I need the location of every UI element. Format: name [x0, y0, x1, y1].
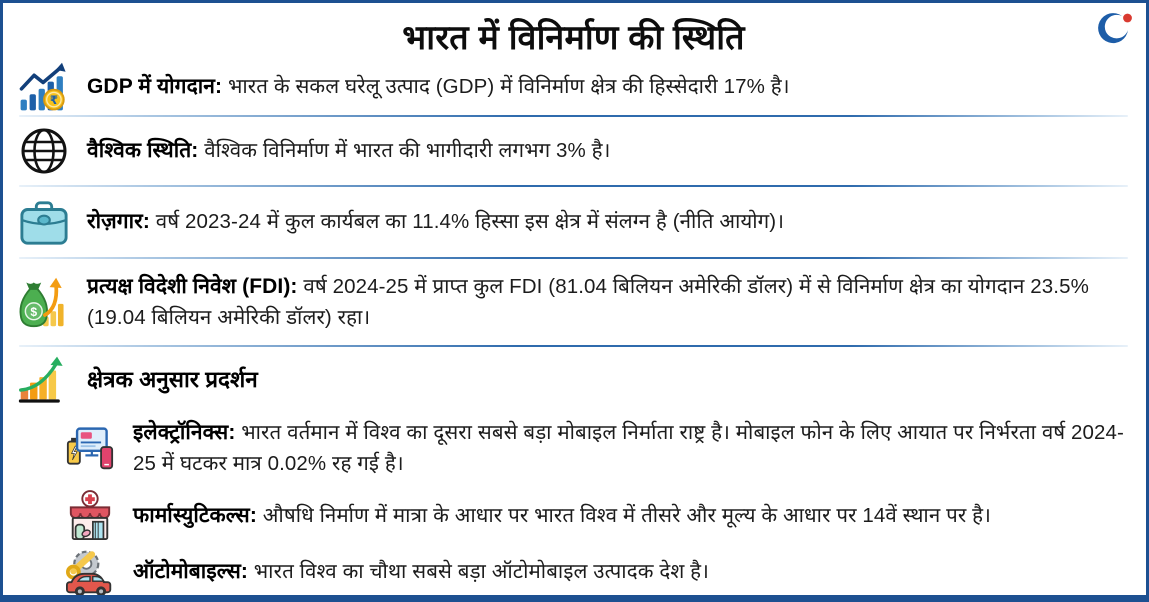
sector-body: भारत वर्तमान में विश्व का दूसरा सबसे बड़…	[133, 420, 1124, 475]
svg-text:$: $	[30, 305, 37, 319]
sector-body: औषधि निर्माण में मात्रा के आधार पर भारत …	[262, 503, 991, 527]
fact-body: वैश्विक विनिर्माण में भारत की भागीदारी ल…	[204, 139, 611, 163]
svg-text:₹: ₹	[50, 94, 58, 107]
fact-label: GDP में योगदान:	[87, 75, 223, 99]
section-heading: क्षेत्रक अनुसार प्रदर्शन	[87, 366, 258, 392]
electronics-devices-icon	[61, 423, 119, 473]
page-title: भारत में विनिर्माण की स्थिति	[402, 19, 745, 57]
sector-text-pharmaceuticals: फार्मास्युटिकल्स: औषधि निर्माण में मात्र…	[133, 500, 991, 532]
briefcase-icon	[15, 197, 73, 247]
sector-label: ऑटोमोबाइल्स:	[133, 559, 248, 583]
fact-label: प्रत्यक्ष विदेशी निवेश (FDI):	[87, 274, 298, 298]
pharmacy-store-icon	[61, 489, 119, 542]
fact-body: भारत के सकल घरेलू उत्पाद (GDP) में विनिर…	[227, 75, 790, 99]
separator-line	[19, 257, 1128, 259]
globe-icon	[15, 126, 73, 176]
gdp-growth-chart-icon: ₹	[15, 60, 73, 114]
fact-row-employment: रोज़गार: वर्ष 2023-24 में कुल कार्यबल का…	[15, 187, 1132, 257]
fact-row-global: वैश्विक स्थिति: वैश्विक विनिर्माण में भा…	[15, 117, 1132, 185]
sector-label: फार्मास्युटिकल्स:	[133, 503, 257, 527]
sector-text-automobiles: ऑटोमोबाइल्स: भारत विश्व का चौथा सबसे बड़…	[133, 556, 709, 588]
sector-body: भारत विश्व का चौथा सबसे बड़ा ऑटोमोबाइल उ…	[253, 559, 710, 583]
separator-line	[19, 115, 1128, 117]
fact-text-global: वैश्विक स्थिति: वैश्विक विनिर्माण में भा…	[87, 135, 611, 167]
sector-performance-bar-chart-icon	[15, 352, 73, 404]
fact-label: वैश्विक स्थिति:	[87, 139, 199, 163]
fact-text-gdp: GDP में योगदान: भारत के सकल घरेलू उत्पाद…	[87, 71, 790, 103]
sector-row-automobiles: ऑटोमोबाइल्स: भारत विश्व का चौथा सबसे बड़…	[61, 544, 1132, 595]
automobile-car-icon	[61, 547, 119, 595]
fact-row-fdi: $ प्रत्यक्ष विदेशी निवेश (FDI): वर्ष 202…	[15, 259, 1132, 345]
fact-row-gdp: ₹ GDP में योगदान: भारत के सकल घरेलू उत्प…	[15, 59, 1132, 115]
fact-text-employment: रोज़गार: वर्ष 2023-24 में कुल कार्यबल का…	[87, 206, 784, 238]
fact-label: रोज़गार:	[87, 210, 150, 234]
sector-text-electronics: इलेक्ट्रॉनिक्स: भारत वर्तमान में विश्व क…	[133, 417, 1132, 480]
fact-body: वर्ष 2024-25 में प्राप्त कुल FDI (81.04 …	[87, 274, 1089, 329]
sector-row-electronics: इलेक्ट्रॉनिक्स: भारत वर्तमान में विश्व क…	[61, 409, 1132, 487]
fact-body: वर्ष 2023-24 में कुल कार्यबल का 11.4% हि…	[155, 210, 785, 234]
separator-line	[19, 185, 1128, 187]
sector-row-pharmaceuticals: फार्मास्युटिकल्स: औषधि निर्माण में मात्र…	[61, 487, 1132, 544]
drishti-swoosh-logo-icon	[1092, 9, 1136, 53]
fdi-money-bag-icon: $	[15, 274, 73, 330]
sector-label: इलेक्ट्रॉनिक्स:	[133, 420, 236, 444]
separator-line	[19, 345, 1128, 347]
section-heading-row: क्षेत्रक अनुसार प्रदर्शन	[15, 347, 1132, 409]
fact-text-fdi: प्रत्यक्ष विदेशी निवेश (FDI): वर्ष 2024-…	[87, 271, 1132, 334]
